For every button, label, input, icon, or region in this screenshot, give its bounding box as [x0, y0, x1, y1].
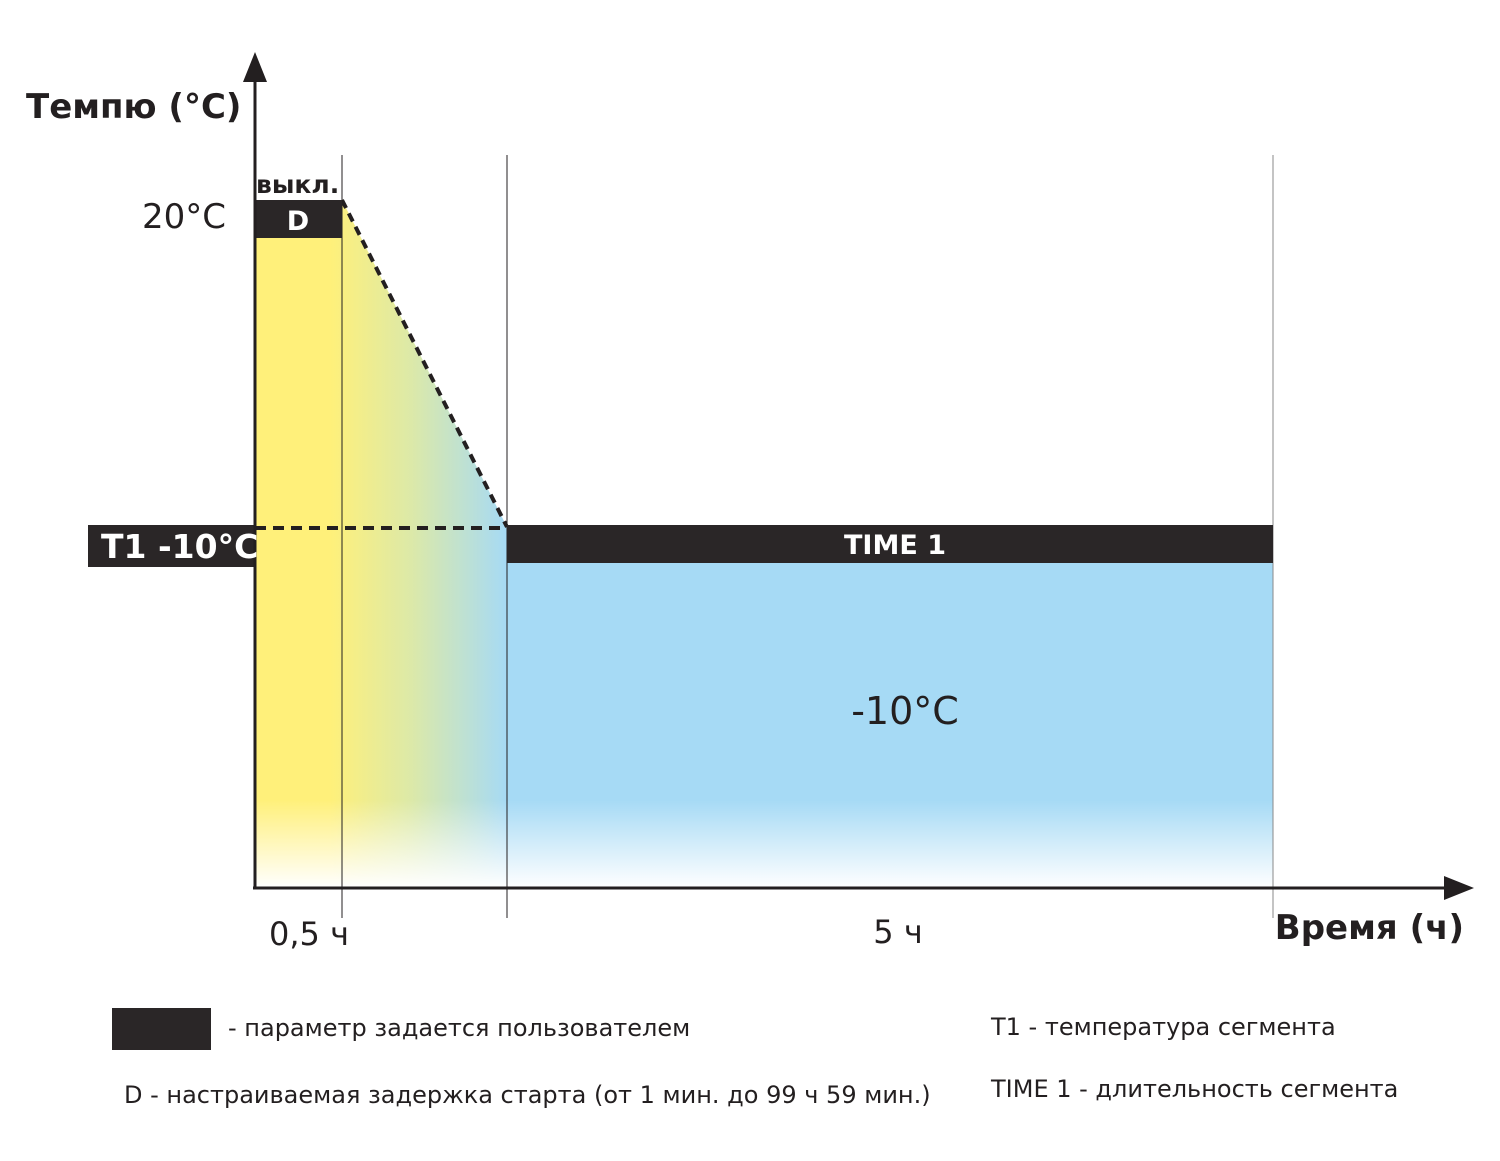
- tick-label-five-hours: 5 ч: [873, 913, 922, 951]
- tick-label-half-hour: 0,5 ч: [269, 915, 349, 953]
- ramp-dashed-line: [340, 199, 509, 528]
- y-axis-arrow: [243, 52, 267, 82]
- off-label: выкл.: [256, 170, 339, 199]
- temp-start-label: 20°C: [142, 197, 226, 237]
- legend-user-param: - параметр задается пользователем: [228, 1014, 690, 1042]
- legend-t1-desc: T1 - температура сегмента: [990, 1013, 1336, 1041]
- time1-bar-label: TIME 1: [844, 530, 946, 561]
- bottom-fade: [255, 800, 1273, 888]
- warm-ramp-area: [255, 200, 507, 888]
- t1-box: [88, 525, 255, 567]
- segment-temp-label: -10°C: [851, 689, 959, 733]
- time1-bar: [507, 525, 1273, 563]
- t1-box-label: T1 -10°C: [101, 527, 258, 566]
- x-axis-arrow: [1444, 876, 1474, 900]
- legend-delay-desc: D - настраиваемая задержка старта (от 1 …: [124, 1081, 931, 1109]
- delay-box-label: D: [287, 206, 309, 237]
- y-axis-title: Темпю (°C): [26, 87, 241, 127]
- x-axis-title: Время (ч): [1275, 908, 1464, 948]
- legend-swatch: [112, 1008, 211, 1050]
- delay-box: [255, 200, 342, 238]
- legend-time1-desc: TIME 1 - длительность сегмента: [990, 1075, 1398, 1103]
